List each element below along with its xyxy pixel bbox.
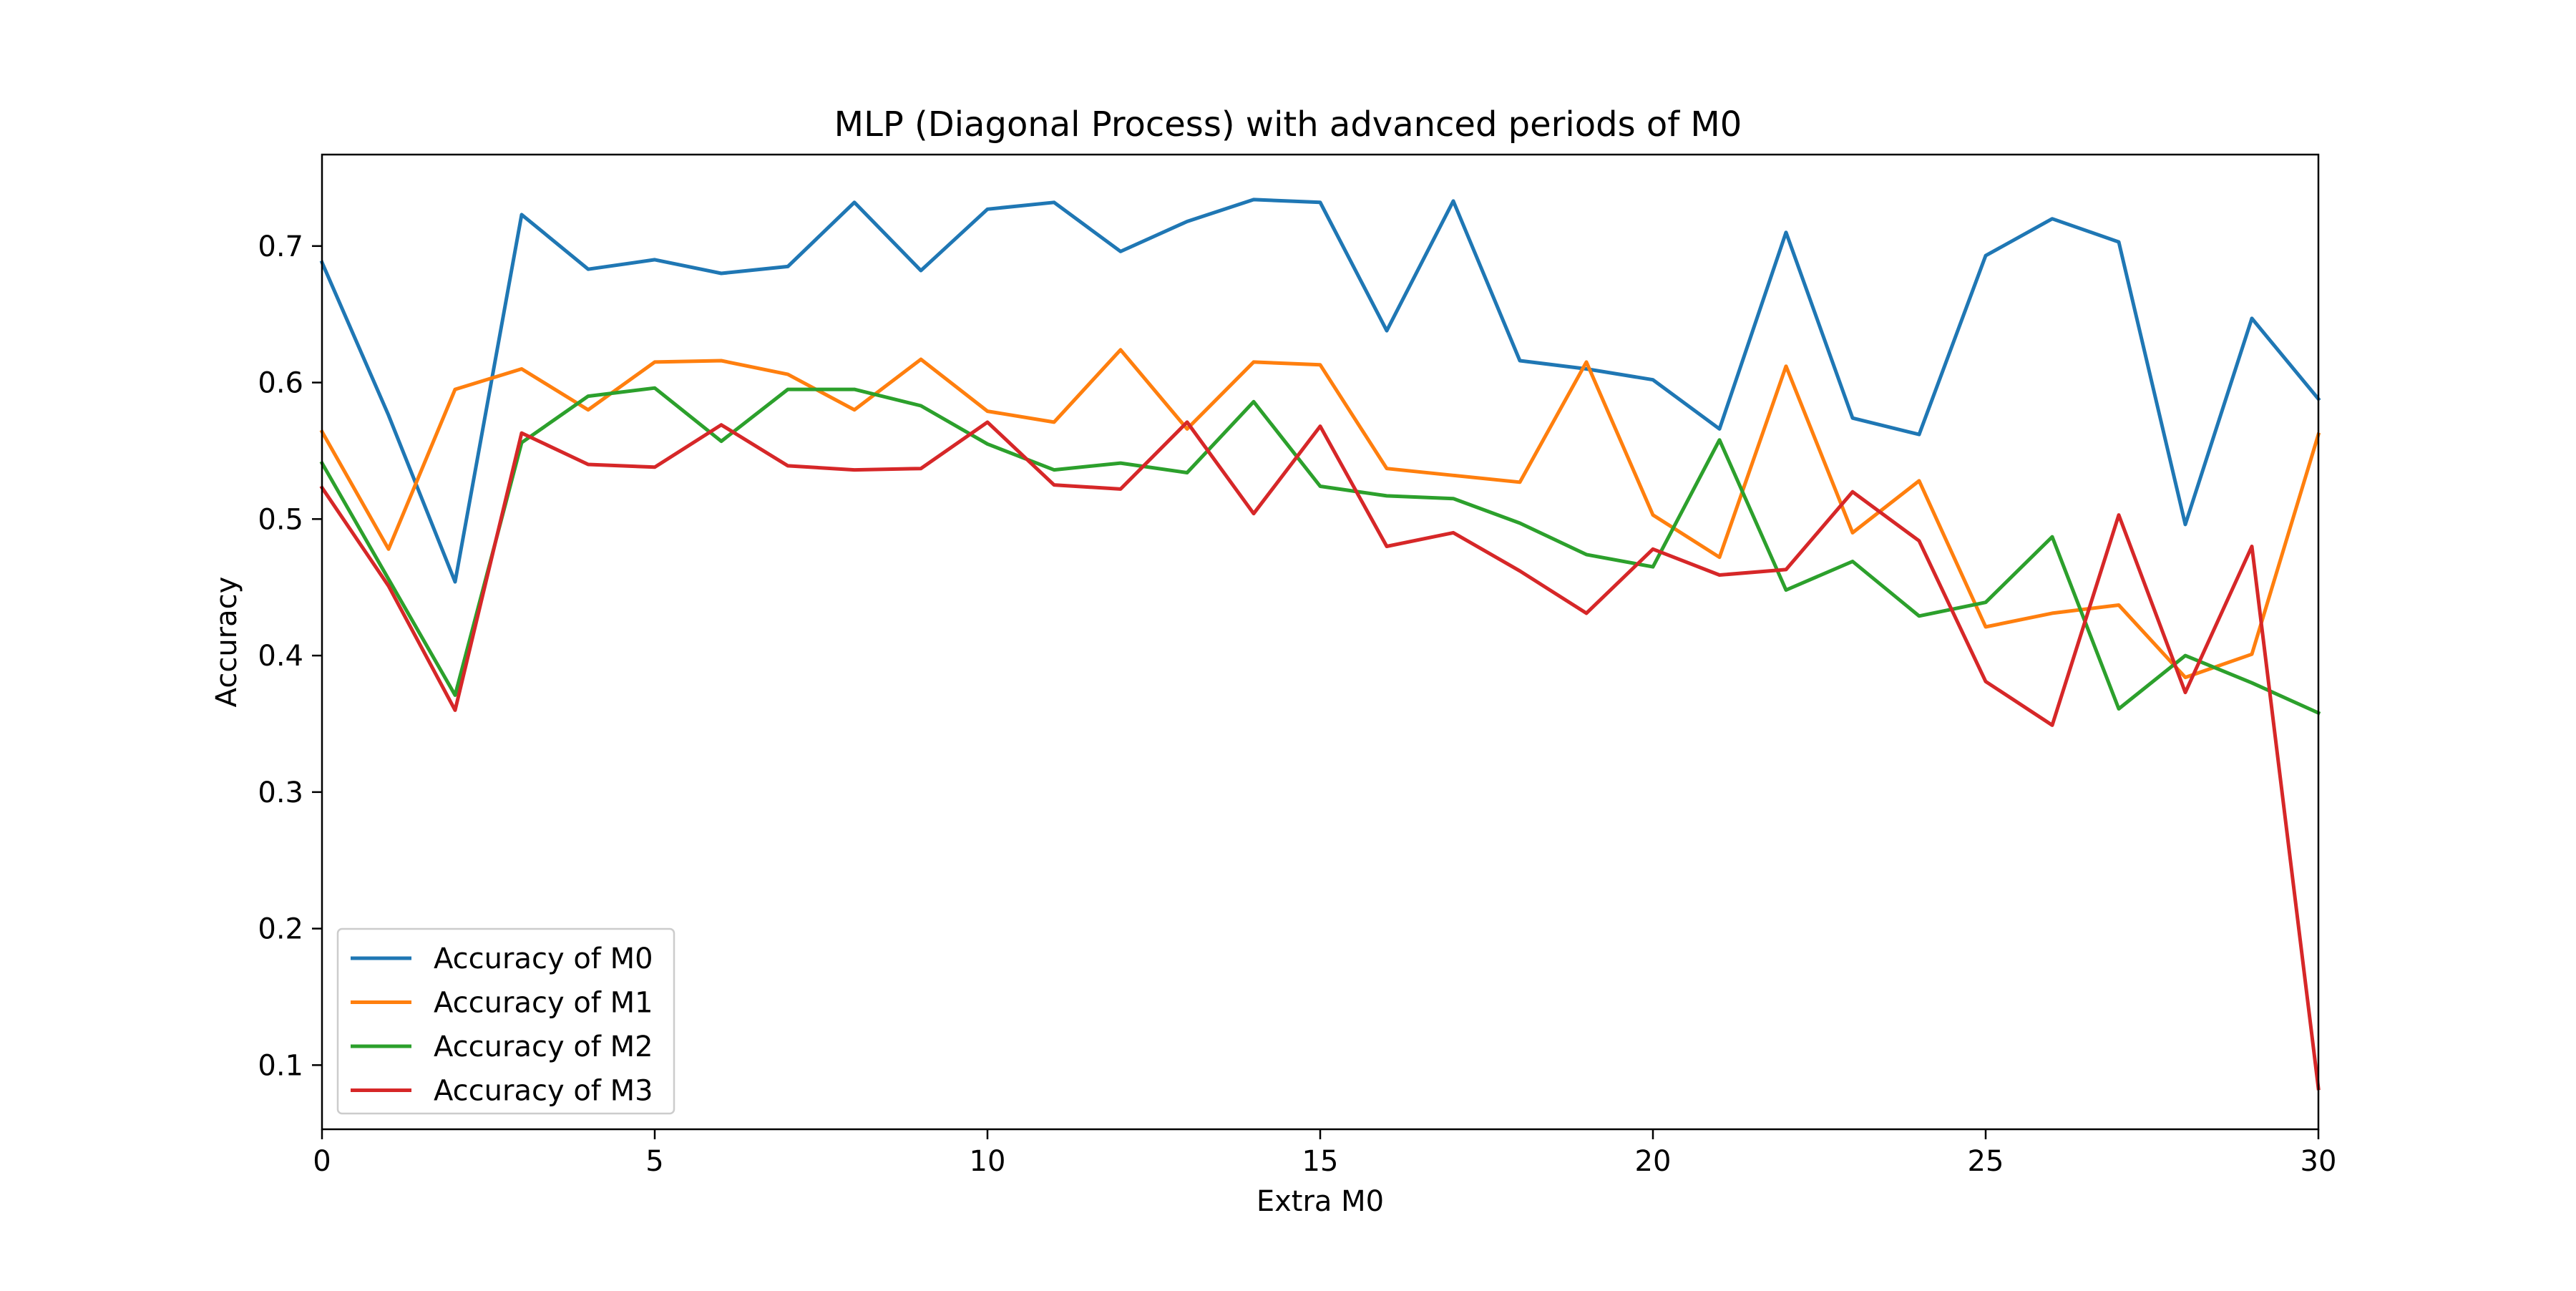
y-tick-label: 0.1 <box>258 1049 303 1082</box>
y-tick-label: 0.6 <box>258 367 303 400</box>
y-tick-label: 0.2 <box>258 913 303 946</box>
legend-label-m1: Accuracy of M1 <box>434 987 653 1020</box>
y-axis-label: Accuracy <box>210 577 243 708</box>
x-tick-label: 0 <box>313 1145 331 1178</box>
x-tick-label: 10 <box>970 1145 1006 1178</box>
series-line-m2 <box>319 386 2321 716</box>
chart-title: MLP (Diagonal Process) with advanced per… <box>834 104 1742 145</box>
x-tick-label: 5 <box>645 1145 663 1178</box>
legend-label-m3: Accuracy of M3 <box>434 1075 653 1108</box>
x-tick-label: 30 <box>2301 1145 2337 1178</box>
x-tick-label: 15 <box>1302 1145 1339 1178</box>
legend: Accuracy of M0 Accuracy of M1 Accuracy of … <box>336 927 675 1115</box>
y-tick-label: 0.5 <box>258 503 303 536</box>
legend-label-m2: Accuracy of M2 <box>434 1031 653 1063</box>
legend-entries: Accuracy of M0 Accuracy of M1 Accuracy of … <box>351 942 653 1108</box>
x-axis-label: Extra M0 <box>1257 1185 1384 1218</box>
y-tick-label: 0.3 <box>258 776 303 809</box>
y-axis-ticks: 0.1 0.2 0.3 0.4 0.5 0.6 0.7 <box>258 230 322 1082</box>
y-tick-label: 0.7 <box>258 230 303 263</box>
legend-label-m0: Accuracy of M0 <box>434 942 653 975</box>
legend-box <box>336 927 675 1115</box>
series-line-m1 <box>319 348 2321 680</box>
x-axis-ticks: 0 5 10 15 20 25 30 <box>313 1129 2336 1178</box>
y-tick-label: 0.4 <box>258 640 303 673</box>
series-line-m0 <box>319 198 2321 584</box>
x-tick-label: 25 <box>1968 1145 2004 1178</box>
series-line-m3 <box>319 420 2321 1091</box>
x-tick-label: 20 <box>1635 1145 1672 1178</box>
plot-lines <box>319 198 2321 1091</box>
